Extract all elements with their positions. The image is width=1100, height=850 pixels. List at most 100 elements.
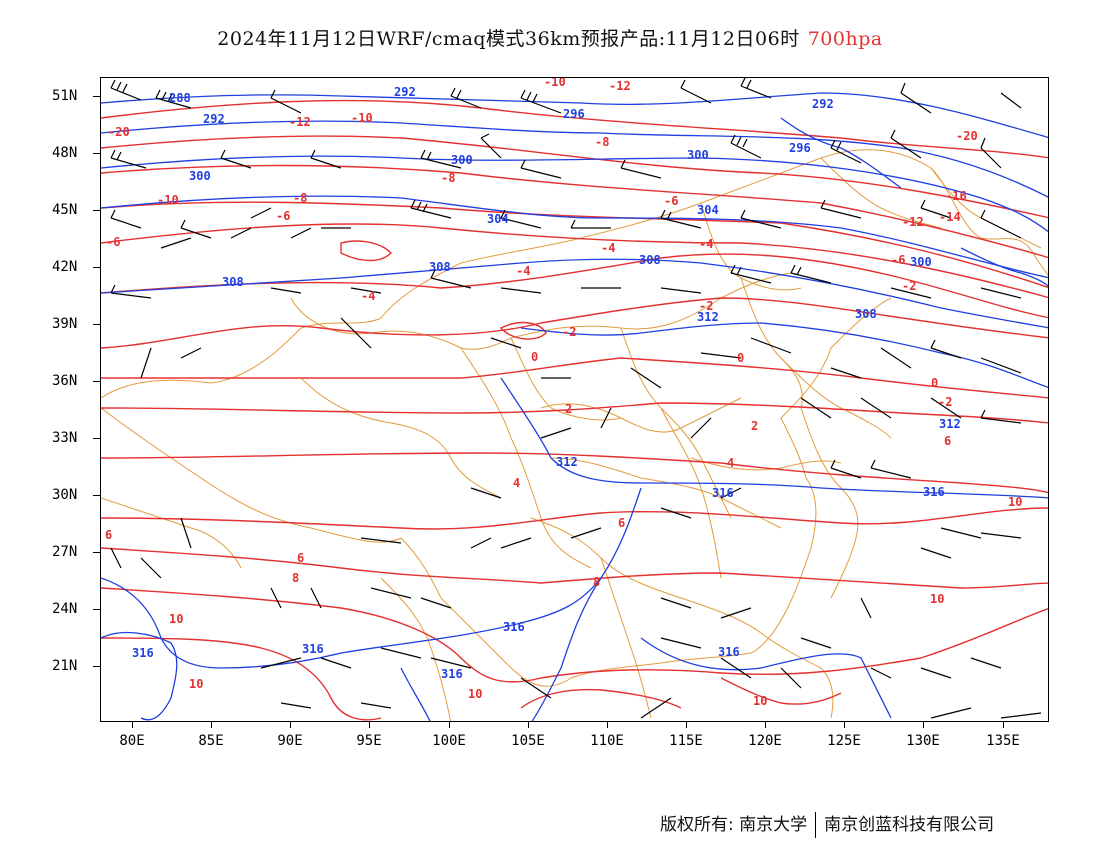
copyright-owner: 版权所有: 南京大学 (660, 815, 808, 835)
height-label: 308 (639, 253, 661, 267)
wind-barbs (110, 78, 1042, 719)
lon-tick (449, 722, 450, 728)
height-label: 292 (394, 85, 416, 99)
isotherm-label: -2 (699, 299, 713, 313)
isotherm-label: -6 (106, 235, 120, 249)
lat-tick (93, 495, 100, 496)
map-frame: -10 -12 -20 -12 -10 -8 -20 -16 -12 -14 -… (100, 77, 1049, 722)
copyright-company: 南京创蓝科技有限公司 (824, 815, 995, 835)
lat-tick (93, 210, 100, 211)
map-canvas: -10 -12 -20 -12 -10 -8 -20 -16 -12 -14 -… (101, 78, 1048, 721)
isotherm-label: 10 (930, 592, 944, 606)
lon-tick (290, 722, 291, 728)
isotherm-label: 10 (189, 677, 203, 691)
isotherm-label: 10 (1008, 495, 1022, 509)
lon-tick (765, 722, 766, 728)
height-label: 296 (563, 107, 585, 121)
lat-label-36n: 36N (52, 373, 78, 389)
copyright-footer: 版权所有: 南京大学 南京创蓝科技有限公司 (660, 810, 994, 838)
lat-tick (93, 96, 100, 97)
height-label: 312 (697, 310, 719, 324)
isotherm-label: -10 (351, 111, 373, 125)
lat-tick (93, 324, 100, 325)
lon-label-100e: 100E (432, 733, 466, 749)
lon-label-135e: 135E (986, 733, 1020, 749)
height-label: 316 (712, 486, 734, 500)
height-label: 316 (302, 642, 324, 656)
height-label: 316 (923, 485, 945, 499)
isotherm-label: 6 (297, 551, 304, 565)
height-label: 296 (789, 141, 811, 155)
lon-label-85e: 85E (198, 733, 224, 749)
isotherm-label: 4 (513, 476, 520, 490)
map-title: 2024年11月12日WRF/cmaq模式36km预报产品:11月12日06时 7… (0, 24, 1100, 51)
temperature-isotherms (101, 99, 1048, 721)
lon-tick (528, 722, 529, 728)
height-label: 292 (203, 112, 225, 126)
lon-label-125e: 125E (827, 733, 861, 749)
lon-label-110e: 110E (590, 733, 624, 749)
height-label: 308 (429, 260, 451, 274)
isotherm-label: 6 (618, 516, 625, 530)
height-label: 288 (169, 91, 191, 105)
height-label: 292 (812, 97, 834, 111)
isotherm-label: -12 (289, 115, 311, 129)
isotherm-label: -2 (938, 395, 952, 409)
height-label: 308 (855, 307, 877, 321)
lat-label-42n: 42N (52, 259, 78, 275)
lat-label-45n: 45N (52, 202, 78, 218)
height-label: 300 (451, 153, 473, 167)
isotherm-label: -6 (664, 194, 678, 208)
isotherm-label: 8 (593, 575, 600, 589)
isotherm-label: -12 (609, 79, 631, 93)
height-label: 304 (697, 203, 719, 217)
isotherm-label: -4 (361, 289, 375, 303)
lat-label-33n: 33N (52, 430, 78, 446)
isotherm-label: -2 (562, 325, 576, 339)
isotherm-label: 0 (931, 376, 938, 390)
isotherm-label: -4 (601, 241, 615, 255)
lat-tick (93, 552, 100, 553)
lat-label-21n: 21N (52, 658, 78, 674)
lon-label-80e: 80E (119, 733, 145, 749)
isotherm-label: -4 (699, 237, 713, 251)
isotherm-label: 6 (944, 434, 951, 448)
isotherm-label: 0 (531, 350, 538, 364)
isotherm-label: -8 (293, 191, 307, 205)
isotherm-label: 10 (169, 612, 183, 626)
isotherm-label: -6 (276, 209, 290, 223)
isotherm-label: 4 (727, 456, 734, 470)
lat-label-48n: 48N (52, 145, 78, 161)
lon-tick (923, 722, 924, 728)
isotherm-label: -20 (108, 125, 130, 139)
height-label: 316 (441, 667, 463, 681)
isotherm-label: -16 (945, 189, 967, 203)
height-label: 300 (687, 148, 709, 162)
lat-tick (93, 267, 100, 268)
isotherm-label: -12 (902, 215, 924, 229)
isotherm-label: 8 (292, 571, 299, 585)
lon-label-120e: 120E (748, 733, 782, 749)
isotherm-label: 0 (737, 351, 744, 365)
height-label: 312 (939, 417, 961, 431)
height-label: 300 (189, 169, 211, 183)
lon-tick (369, 722, 370, 728)
height-label: 304 (487, 212, 509, 226)
isotherm-label: 2 (565, 402, 572, 416)
lon-label-95e: 95E (356, 733, 382, 749)
china-boundary (101, 149, 1048, 399)
title-main: 2024年11月12日WRF/cmaq模式36km预报产品:11月12日06时 (217, 28, 800, 50)
height-label: 316 (718, 645, 740, 659)
temperature-labels: -10 -12 -20 -12 -10 -8 -20 -16 -12 -14 -… (105, 78, 1022, 708)
isotherm-label: 10 (753, 694, 767, 708)
height-contours (101, 92, 1048, 721)
lat-tick (93, 153, 100, 154)
lon-label-90e: 90E (277, 733, 303, 749)
lat-label-27n: 27N (52, 544, 78, 560)
lat-label-30n: 30N (52, 487, 78, 503)
administrative-boundaries (101, 149, 1048, 721)
lat-tick (93, 666, 100, 667)
lon-label-115e: 115E (669, 733, 703, 749)
lon-tick (211, 722, 212, 728)
lon-label-130e: 130E (906, 733, 940, 749)
